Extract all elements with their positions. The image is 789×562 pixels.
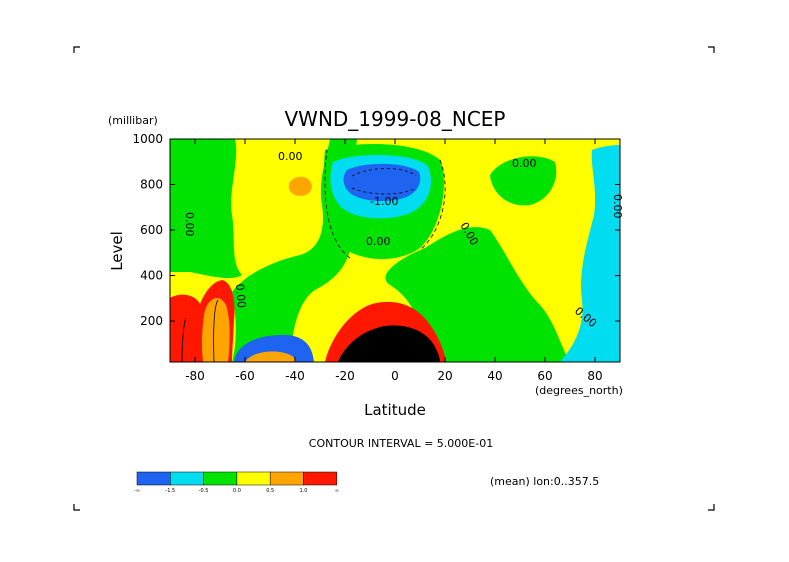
region-green-north-pocket xyxy=(453,266,478,330)
contour-line-upper-left xyxy=(324,149,351,259)
x-tick-label: 40 xyxy=(487,369,502,383)
contour-line-polar-2 xyxy=(213,299,219,362)
x-tick-label: 80 xyxy=(587,369,602,383)
colorbar-swatch xyxy=(303,471,338,486)
x-tick-label: 20 xyxy=(437,369,452,383)
region-red-polar-core-1 xyxy=(170,317,195,362)
contour-line-core-2 xyxy=(351,187,417,195)
contour-interval-text: CONTOUR INTERVAL = 5.000E-01 xyxy=(309,437,493,450)
x-tick-label: 60 xyxy=(537,369,552,383)
x-axis-label: Latitude xyxy=(364,401,426,419)
colorbar-label: -∞ xyxy=(134,488,140,494)
colorbar-label: -1.5 xyxy=(165,488,175,494)
colorbar-swatch xyxy=(269,471,304,486)
y-tick-label: 400 xyxy=(140,269,163,283)
x-tick-label: -40 xyxy=(285,369,305,383)
colorbar-label: 1.0 xyxy=(300,488,308,494)
region-red-polar-core-2 xyxy=(201,297,230,362)
x-tick-label: 0 xyxy=(391,369,399,383)
y-tick-label: 200 xyxy=(140,314,163,328)
colorbar-swatch xyxy=(170,471,204,486)
contour-lines xyxy=(181,149,446,362)
contour-line-polar-1 xyxy=(181,317,187,362)
contour-label: -1.00 xyxy=(370,195,398,208)
contour-label: 0.00 xyxy=(512,157,537,170)
x-tick-label: -80 xyxy=(185,369,205,383)
contour-line-equatorial-2 xyxy=(371,349,411,362)
contour-label: 0.00 xyxy=(366,235,391,248)
contour-label: 0.00 xyxy=(611,194,624,219)
y-tick-label: 800 xyxy=(140,178,163,192)
x-axis-ticks: -80 -60 -40 -20 0 20 40 60 80 xyxy=(185,139,603,383)
contour-label: 0.00 xyxy=(278,150,303,163)
contour-label: 0.00 xyxy=(233,283,248,309)
crop-marks xyxy=(73,46,715,511)
crop-mark-top-right xyxy=(708,46,715,53)
contour-line-equatorial-1 xyxy=(354,337,393,362)
region-green-upper-north xyxy=(490,156,557,206)
mean-text: (mean) lon:0..357.5 xyxy=(490,475,599,488)
x-units-label: (degrees_north) xyxy=(535,384,623,397)
colorbar-label: 0.5 xyxy=(266,488,274,494)
region-green-arctic xyxy=(560,145,620,362)
region-red-equatorial-core xyxy=(338,325,440,362)
y-tick-label: 600 xyxy=(140,223,163,237)
region-blue-upper-equatorial xyxy=(343,163,421,201)
x-tick-label: -20 xyxy=(335,369,355,383)
chart-title: VWND_1999-08_NCEP xyxy=(284,107,505,131)
colorbar: -∞ -1.5 -0.5 0.0 0.5 1.0 ∞ xyxy=(134,471,339,494)
crop-mark-top-left xyxy=(73,46,80,53)
region-blue-south-lower xyxy=(245,351,296,362)
colorbar-swatch xyxy=(203,471,238,486)
y-axis-ticks: 200 400 600 800 1000 xyxy=(132,132,620,328)
colorbar-label: ∞ xyxy=(335,488,339,494)
y-units-label: (millibar) xyxy=(108,114,158,127)
contour-line-core-1 xyxy=(351,168,417,177)
region-green-south-polar xyxy=(170,139,242,279)
contour-fills xyxy=(170,139,620,362)
region-orange-south-spot xyxy=(288,176,312,196)
crop-mark-bottom-right xyxy=(708,504,715,511)
colorbar-swatch xyxy=(236,471,271,486)
colorbar-label: -0.5 xyxy=(199,488,209,494)
contour-line-upper-right xyxy=(419,159,446,251)
contour-label: 0.00 xyxy=(183,212,196,237)
x-tick-label: -60 xyxy=(235,369,255,383)
colorbar-swatch xyxy=(136,471,171,486)
y-axis-label: Level xyxy=(108,231,126,271)
crop-mark-bottom-left xyxy=(73,504,80,511)
colorbar-label: 0.0 xyxy=(233,488,241,494)
y-tick-label: 1000 xyxy=(132,132,163,146)
